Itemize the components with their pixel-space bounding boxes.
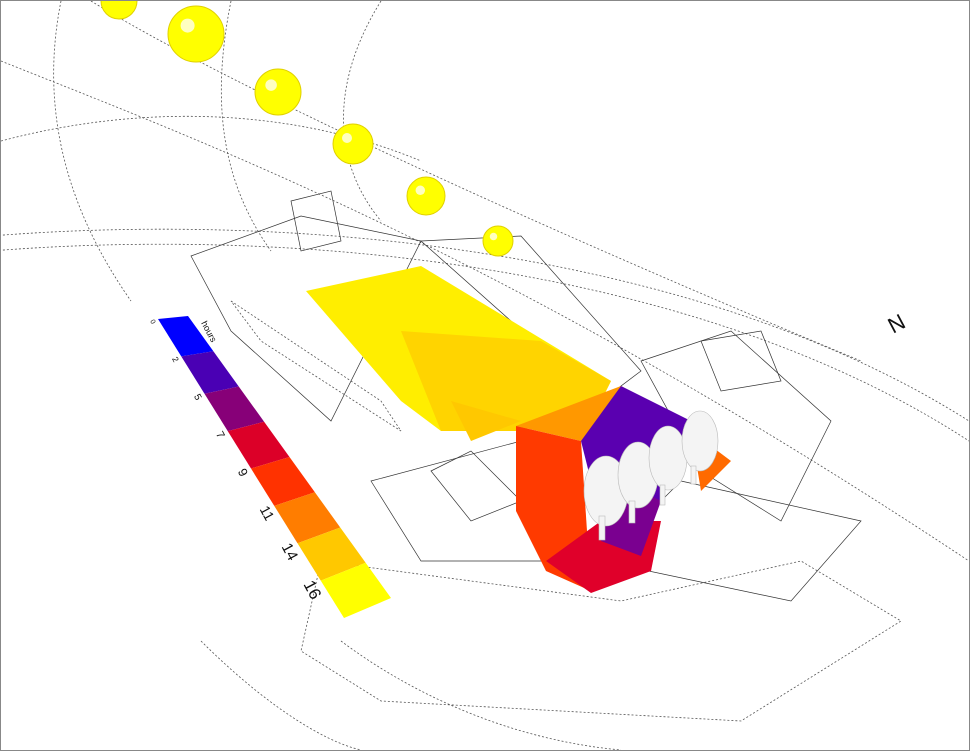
sun-path-arcs	[1, 1, 969, 562]
legend-label: 7	[213, 430, 227, 441]
sun-highlight	[489, 232, 498, 241]
sun-sphere	[254, 68, 302, 116]
sun-highlight	[342, 133, 352, 143]
sun-sphere	[482, 225, 514, 257]
roof-heatmap	[306, 266, 731, 593]
sun-highlight	[265, 79, 277, 91]
sun-sphere	[100, 1, 138, 20]
legend-swatch	[204, 386, 265, 432]
north-label: N	[884, 309, 910, 339]
legend-swatch	[320, 562, 391, 618]
legend-swatch	[297, 527, 366, 581]
sun-sphere	[406, 176, 446, 216]
legend-label: 2	[170, 355, 181, 364]
canopies	[583, 410, 719, 541]
legend-swatch	[181, 351, 239, 394]
sun-sphere	[332, 123, 374, 165]
sun-highlight	[180, 18, 195, 33]
legend-label: 0	[148, 319, 156, 326]
legend-swatch	[274, 492, 341, 544]
legend-swatch	[251, 457, 315, 506]
legend-swatch	[227, 421, 290, 469]
sun-positions	[100, 1, 514, 257]
legend-label: 11	[257, 503, 278, 524]
sun-highlight	[415, 185, 426, 196]
legend-label: 5	[191, 392, 204, 402]
legend-label: 14	[278, 540, 301, 563]
legend-label: 9	[235, 466, 251, 479]
sun-sphere	[167, 5, 225, 63]
legend-swatch	[158, 316, 214, 357]
